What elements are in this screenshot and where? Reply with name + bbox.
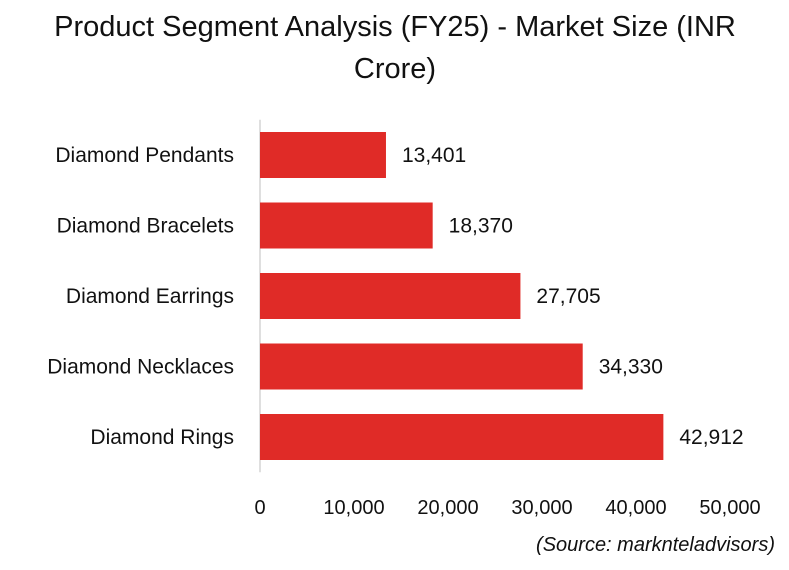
value-label: 34,330 — [599, 356, 663, 379]
value-labels-group: 13,401 18,370 27,705 34,330 42,912 — [402, 144, 744, 449]
value-label: 13,401 — [402, 144, 466, 167]
value-label: 27,705 — [536, 285, 600, 308]
x-tick-label: 20,000 — [417, 497, 478, 519]
x-tick-label: 0 — [254, 497, 265, 519]
bar — [260, 132, 386, 178]
x-tick-label: 50,000 — [699, 497, 760, 519]
category-label: Diamond Necklaces — [47, 356, 234, 379]
bars-group — [260, 132, 664, 460]
bar — [260, 343, 583, 390]
bar — [260, 202, 433, 249]
source-note: (Source: marknteladvisors) — [536, 534, 775, 556]
x-tick-labels-group: 0 10,000 20,000 30,000 40,000 50,000 — [254, 497, 760, 519]
x-tick-label: 30,000 — [511, 497, 572, 519]
value-label: 42,912 — [679, 426, 743, 449]
category-label: Diamond Rings — [90, 426, 234, 449]
x-tick-label: 40,000 — [605, 497, 666, 519]
category-label: Diamond Bracelets — [57, 215, 234, 238]
x-tick-label: 10,000 — [323, 497, 384, 519]
category-label: Diamond Pendants — [55, 144, 234, 167]
value-label: 18,370 — [449, 215, 513, 238]
category-label: Diamond Earrings — [66, 285, 234, 308]
bar — [260, 273, 521, 319]
category-labels-group: Diamond Pendants Diamond Bracelets Diamond… — [47, 144, 234, 449]
chart-title: Product Segment Analysis (FY25) - Market… — [54, 11, 736, 85]
bar — [260, 414, 664, 460]
